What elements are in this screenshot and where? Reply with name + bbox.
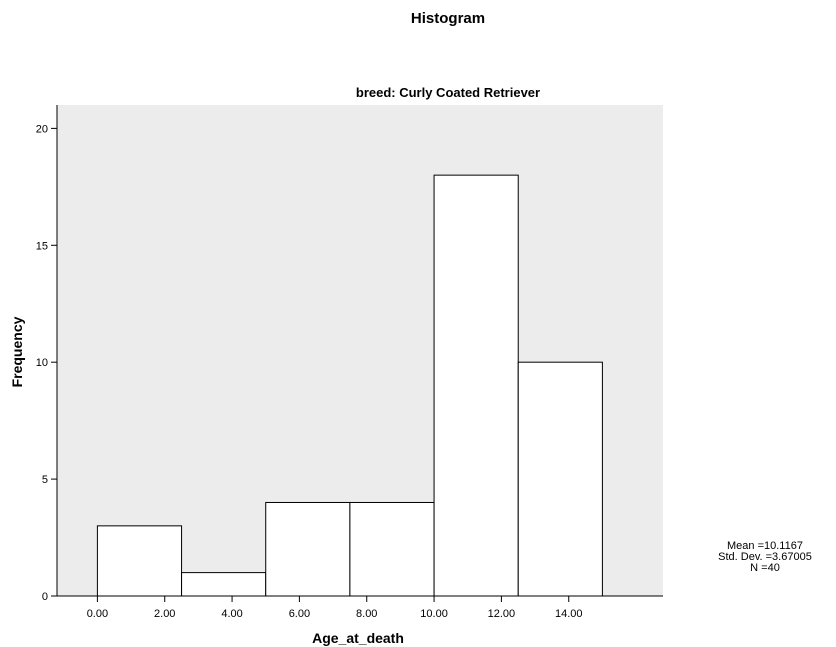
x-tick-label: 12.00 <box>488 608 516 620</box>
x-axis-title: Age_at_death <box>312 630 404 646</box>
histogram-bar-5 <box>517 361 603 597</box>
histogram-bar-3 <box>349 501 435 597</box>
stats-box: Mean =10.1167 Std. Dev. =3.67005 N =40 <box>700 541 830 574</box>
x-tick-label: 6.00 <box>289 608 310 620</box>
bars-group <box>96 174 603 597</box>
histogram-bar-2 <box>265 501 351 597</box>
x-tick-label: 4.00 <box>221 608 242 620</box>
histogram-bar-4 <box>433 174 519 597</box>
y-tick-label: 5 <box>42 474 48 486</box>
y-tick-label: 20 <box>36 123 48 135</box>
axes-group: 0 5 10 15 20 0.00 2.00 4.00 6.00 8.00 10.00 12.00 14… <box>36 105 663 620</box>
y-axis-title: Frequency <box>9 316 25 387</box>
histogram-bar-1 <box>181 572 267 597</box>
histogram-bar-0 <box>96 525 183 597</box>
chart-subtitle: breed: Curly Coated Retriever <box>356 85 540 100</box>
stats-n: N =40 <box>750 562 780 574</box>
y-tick-label: 15 <box>36 240 48 252</box>
x-tick-label: 8.00 <box>356 608 377 620</box>
chart-title: Histogram <box>411 10 485 27</box>
x-tick-label: 10.00 <box>420 608 448 620</box>
y-tick-label: 0 <box>42 591 48 603</box>
stats-std-dev: Std. Dev. =3.67005 <box>718 551 812 563</box>
x-tick-label: 0.00 <box>87 608 108 620</box>
y-tick-label: 10 <box>36 357 48 369</box>
x-tick-label: 2.00 <box>154 608 175 620</box>
x-tick-label: 14.00 <box>555 608 583 620</box>
stats-mean: Mean =10.1167 <box>727 540 803 552</box>
